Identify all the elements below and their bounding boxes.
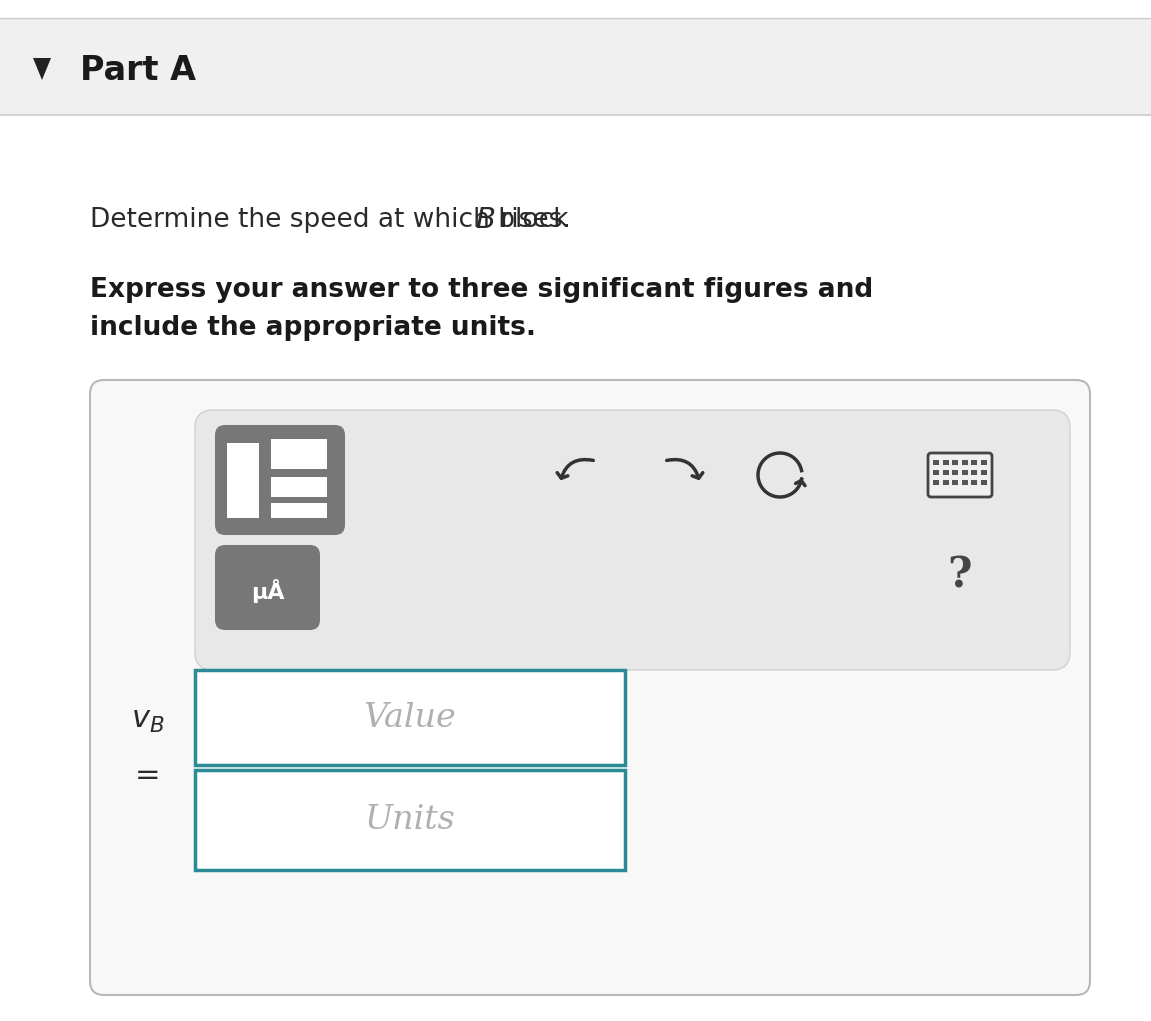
Text: Express your answer to three significant figures and: Express your answer to three significant…: [90, 277, 874, 303]
Text: ?: ?: [947, 554, 973, 596]
Bar: [270, 503, 327, 518]
Bar: [962, 460, 968, 465]
Text: include the appropriate units.: include the appropriate units.: [90, 315, 536, 341]
Bar: [195, 670, 625, 765]
Polygon shape: [33, 58, 51, 80]
Text: rises.: rises.: [491, 207, 571, 233]
FancyBboxPatch shape: [215, 545, 320, 630]
Bar: [981, 460, 988, 465]
Text: $v_B$: $v_B$: [131, 706, 165, 734]
Text: =: =: [135, 761, 161, 789]
Text: Determine the speed at which block: Determine the speed at which block: [90, 207, 577, 233]
Text: Part A: Part A: [81, 53, 196, 87]
Bar: [943, 480, 948, 485]
Bar: [981, 470, 988, 475]
Bar: [943, 470, 948, 475]
FancyBboxPatch shape: [928, 453, 992, 497]
Text: μÅ: μÅ: [251, 579, 284, 602]
Bar: [952, 480, 958, 485]
Bar: [933, 470, 939, 475]
Bar: [270, 439, 327, 469]
Text: $\mathit{B}$: $\mathit{B}$: [475, 206, 495, 234]
FancyBboxPatch shape: [90, 380, 1090, 995]
Text: Value: Value: [364, 701, 457, 733]
Bar: [0, 0, 1151, 18]
Bar: [971, 480, 977, 485]
Bar: [943, 460, 948, 465]
Bar: [971, 460, 977, 465]
Text: Units: Units: [365, 804, 456, 836]
Bar: [962, 470, 968, 475]
Bar: [933, 480, 939, 485]
Bar: [270, 477, 327, 497]
Bar: [981, 480, 988, 485]
Bar: [952, 470, 958, 475]
Bar: [952, 460, 958, 465]
Bar: [227, 443, 259, 518]
Bar: [971, 470, 977, 475]
Bar: [933, 460, 939, 465]
Bar: [0, 115, 1151, 1021]
Bar: [195, 770, 625, 870]
FancyBboxPatch shape: [215, 425, 345, 535]
FancyBboxPatch shape: [195, 410, 1070, 670]
Bar: [962, 480, 968, 485]
Bar: [0, 18, 1151, 115]
